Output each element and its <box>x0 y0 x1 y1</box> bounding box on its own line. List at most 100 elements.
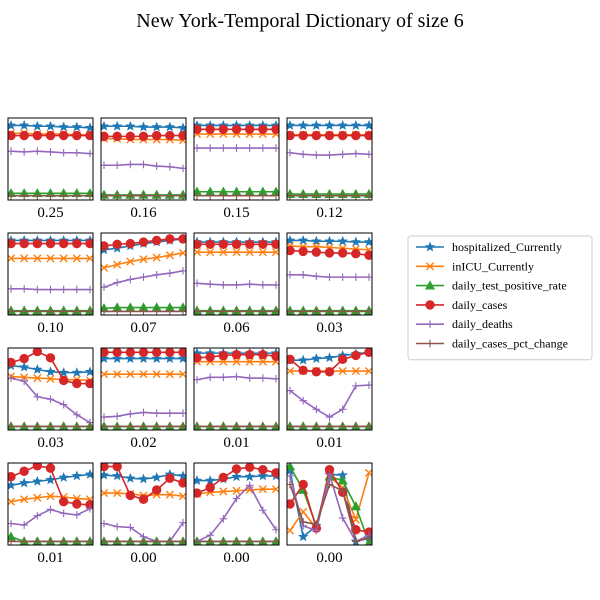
data-point-hospitalized_Currently-shape <box>45 366 56 377</box>
data-point-hospitalized_Currently <box>45 120 56 131</box>
data-point-daily_cases_pct_change <box>245 422 254 430</box>
data-point-inICU_Currently-shape <box>258 248 267 257</box>
data-point-hospitalized_Currently <box>125 472 136 483</box>
data-point-daily_deaths-shape <box>33 511 42 520</box>
data-point-daily_cases-shape <box>72 130 82 141</box>
data-point-daily_deaths <box>113 278 121 287</box>
data-point-inICU_Currently <box>178 370 186 379</box>
data-point-daily_cases_pct_change-shape <box>139 422 148 430</box>
data-point-daily_cases_pct_change <box>166 422 174 430</box>
data-point-daily_cases-shape <box>287 499 295 509</box>
data-point-inICU_Currently-shape <box>258 357 267 366</box>
data-point-daily_cases <box>45 353 56 363</box>
data-point-daily_cases-shape <box>101 463 109 472</box>
data-point-daily_deaths-shape <box>352 273 360 281</box>
data-point-daily_cases <box>8 472 16 482</box>
data-point-daily_cases-shape <box>101 131 109 142</box>
data-point-daily_deaths-shape <box>59 509 68 518</box>
data-point-daily_deaths-shape <box>206 144 214 152</box>
data-point-daily_cases_pct_change <box>20 307 28 315</box>
data-point-hospitalized_Currently <box>84 468 93 479</box>
data-point-daily_deaths-shape <box>245 374 254 382</box>
data-point-daily_cases-shape <box>218 350 229 361</box>
data-point-daily_deaths <box>259 374 267 382</box>
data-point-hospitalized_Currently <box>32 364 43 374</box>
data-point-hospitalized_Currently <box>138 473 149 484</box>
data-point-daily_cases_pct_change-shape <box>33 307 42 315</box>
data-point-hospitalized_Currently-shape <box>84 122 93 133</box>
data-point-hospitalized_Currently-shape <box>164 121 175 132</box>
data-point-daily_cases-shape <box>311 247 322 257</box>
data-point-daily_cases_pct_change <box>73 537 81 545</box>
data-point-daily_test_positive_rate <box>287 463 296 471</box>
data-point-daily_cases_pct_change <box>219 191 228 200</box>
data-point-daily_deaths-shape <box>206 373 214 382</box>
data-point-daily_cases <box>337 130 348 141</box>
data-point-inICU_Currently <box>72 254 81 263</box>
legend-item-inICU_Currently: inICU_Currently <box>416 259 534 273</box>
data-point-daily_cases_pct_change <box>232 191 241 200</box>
data-point-daily_cases_pct_change <box>152 537 161 545</box>
data-point-hospitalized_Currently <box>363 236 372 247</box>
data-point-daily_cases-shape <box>151 235 162 246</box>
data-point-daily_deaths-shape <box>352 149 360 158</box>
data-point-daily_cases-shape <box>298 246 308 257</box>
data-point-daily_cases <box>45 130 56 141</box>
data-point-daily_deaths <box>259 144 267 152</box>
data-point-hospitalized_Currently <box>32 120 43 131</box>
data-point-daily_cases <box>151 348 162 358</box>
data-point-daily_cases <box>298 246 308 257</box>
data-point-daily_cases_pct_change <box>139 422 148 430</box>
data-point-daily_cases <box>258 464 268 475</box>
data-point-inICU_Currently-shape <box>364 366 372 376</box>
data-point-daily_cases_pct_change <box>312 307 321 315</box>
data-point-daily_cases-shape <box>178 478 186 488</box>
data-point-hospitalized_Currently <box>8 120 17 130</box>
data-point-daily_deaths <box>33 393 42 401</box>
data-point-daily_deaths-shape <box>259 281 267 289</box>
panel-frame <box>286 232 373 316</box>
data-point-daily_cases-shape <box>258 239 268 250</box>
data-point-daily_cases_pct_change-shape <box>352 307 360 315</box>
data-point-hospitalized_Currently <box>350 120 361 130</box>
data-point-hospitalized_Currently-shape <box>112 353 123 363</box>
panel-5: 0.10 <box>7 232 94 336</box>
data-point-daily_cases <box>337 248 348 258</box>
data-point-daily_cases_pct_change-shape <box>325 422 334 430</box>
data-point-hospitalized_Currently-shape <box>363 120 372 130</box>
data-point-inICU_Currently-shape <box>8 497 16 506</box>
data-point-inICU_Currently <box>20 495 29 504</box>
data-point-daily_deaths <box>219 515 228 523</box>
data-point-daily_deaths <box>338 405 347 414</box>
panel-frame <box>193 347 280 431</box>
data-point-daily_cases <box>32 130 43 141</box>
data-point-inICU_Currently-shape <box>232 486 241 495</box>
data-point-daily_cases-shape <box>337 248 348 258</box>
data-point-daily_cases_pct_change-shape <box>113 537 121 545</box>
data-point-hospitalized_Currently-shape <box>311 353 322 363</box>
data-point-daily_cases-shape <box>271 351 279 361</box>
data-point-daily_cases_pct_change-shape <box>113 191 121 200</box>
data-point-daily_test_positive_rate-shape <box>337 475 348 485</box>
data-point-daily_deaths <box>325 413 334 421</box>
data-point-daily_cases_pct_change-shape <box>206 422 214 430</box>
data-point-hospitalized_Currently-shape <box>244 471 255 482</box>
data-point-inICU_Currently-shape <box>72 254 81 263</box>
data-point-daily_cases <box>165 130 175 141</box>
data-point-inICU_Currently <box>8 497 16 506</box>
data-point-daily_cases <box>231 349 242 360</box>
data-point-daily_cases_pct_change <box>113 191 121 200</box>
data-point-hospitalized_Currently-shape <box>205 475 216 485</box>
data-point-daily_cases_pct_change-shape <box>20 191 28 200</box>
panel-label: 0.03 <box>37 435 63 451</box>
data-point-daily_cases_pct_change <box>325 422 334 430</box>
data-point-hospitalized_Currently-shape <box>151 121 162 132</box>
data-point-daily_cases_pct_change <box>206 307 214 315</box>
data-point-daily_cases_pct_change-shape <box>206 537 214 545</box>
data-point-hospitalized_Currently-shape <box>350 120 361 130</box>
data-point-daily_deaths-shape <box>206 280 214 288</box>
data-point-daily_cases-shape <box>351 350 361 361</box>
legend-item-daily_cases: daily_cases <box>416 298 508 312</box>
data-point-daily_deaths-shape <box>126 160 135 169</box>
data-point-daily_cases-shape <box>287 245 295 256</box>
